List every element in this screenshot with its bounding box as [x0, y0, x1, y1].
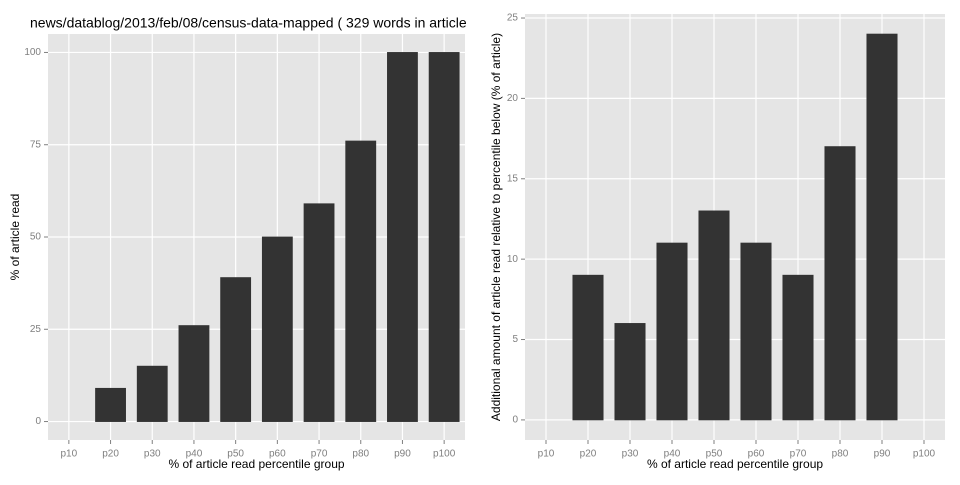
- bar: [866, 33, 898, 421]
- x-axis-label: % of article read percentile group: [168, 457, 344, 471]
- y-tick-label: 25: [507, 13, 519, 24]
- y-tick-label: 20: [507, 93, 519, 104]
- bar: [428, 52, 460, 422]
- bar: [136, 365, 168, 422]
- bar: [740, 242, 772, 421]
- y-tick-label: 25: [30, 324, 42, 335]
- x-tick-label: p20: [102, 449, 119, 460]
- bar: [656, 242, 688, 421]
- bar: [220, 277, 252, 422]
- x-axis-label: % of article read percentile group: [647, 457, 823, 471]
- chart-title: news/datablog/2013/feb/08/census-data-ma…: [30, 15, 467, 31]
- x-tick-label: p100: [433, 449, 456, 460]
- bar: [178, 325, 210, 422]
- y-tick-label: 5: [512, 334, 518, 345]
- x-tick-label: p70: [311, 449, 328, 460]
- x-tick-label: p60: [748, 449, 765, 460]
- x-tick-label: p10: [538, 449, 555, 460]
- bar: [782, 274, 814, 421]
- y-tick-label: 50: [30, 232, 42, 243]
- bar: [387, 52, 418, 422]
- bar: [303, 203, 335, 422]
- x-tick-label: p80: [352, 449, 369, 460]
- x-tick-label: p30: [622, 449, 639, 460]
- x-tick-label: p60: [269, 449, 286, 460]
- x-tick-label: p10: [61, 449, 78, 460]
- x-tick-label: p50: [227, 449, 244, 460]
- y-tick-label: 100: [24, 47, 41, 58]
- x-tick-label: p90: [394, 449, 411, 460]
- x-tick-label: p80: [832, 449, 849, 460]
- x-tick-label: p100: [913, 449, 936, 460]
- bar: [614, 323, 646, 421]
- y-axis-label: Additional amount of article read relati…: [489, 33, 503, 421]
- y-tick-label: 0: [512, 415, 518, 426]
- bar: [345, 140, 377, 422]
- bar: [95, 387, 126, 422]
- x-tick-label: p90: [874, 449, 891, 460]
- y-axis-label: % of article read: [8, 194, 22, 281]
- x-tick-label: p40: [664, 449, 681, 460]
- x-tick-label: p20: [580, 449, 597, 460]
- x-tick-label: p40: [186, 449, 203, 460]
- x-tick-label: p70: [790, 449, 807, 460]
- y-tick-label: 15: [507, 173, 519, 184]
- x-tick-label: p50: [706, 449, 723, 460]
- bar: [698, 210, 730, 421]
- y-tick-label: 10: [507, 254, 519, 265]
- bar: [261, 236, 293, 422]
- x-tick-label: p30: [144, 449, 161, 460]
- y-tick-label: 0: [35, 416, 41, 427]
- y-tick-label: 75: [30, 139, 42, 150]
- bar: [824, 146, 856, 421]
- bar: [572, 274, 604, 421]
